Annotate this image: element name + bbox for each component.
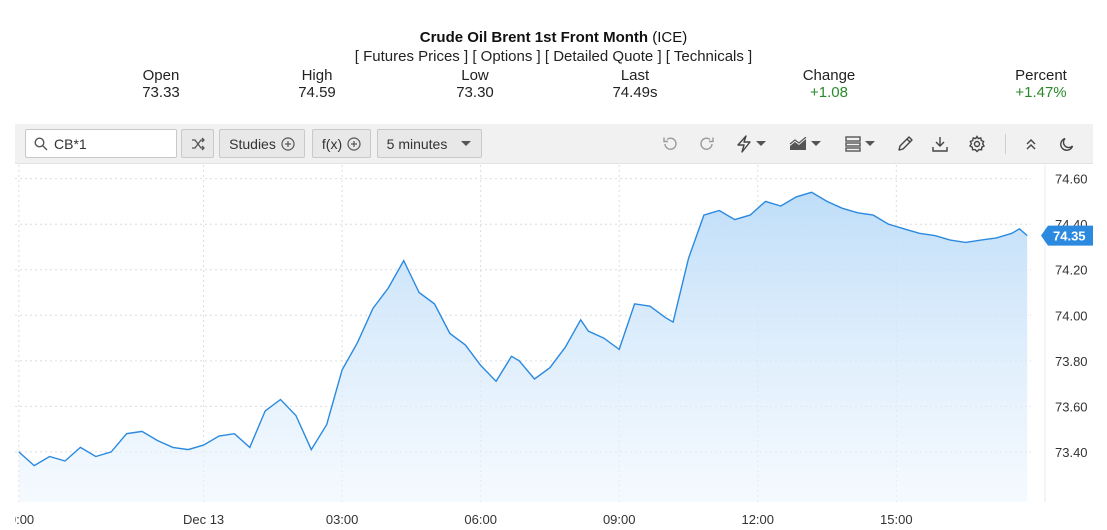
compare-button[interactable] [181,129,214,158]
open-value: 73.33 [142,84,180,101]
y-tick-label: 73.60 [1055,399,1088,414]
change-stat: Change +1.08 [794,67,864,101]
last-price-text: 74.35 [1053,229,1086,244]
last-stat: Last 74.49s [604,67,666,101]
draw-button[interactable] [894,133,916,155]
pencil-icon [898,136,913,151]
page-title: Crude Oil Brent 1st Front Month (ICE) [0,29,1107,46]
collapse-button[interactable] [1020,133,1042,155]
chevrons-up-icon [1026,139,1036,150]
y-tick-label: 74.00 [1055,308,1088,323]
x-tick-label: 09:00 [603,512,636,527]
technicals-link[interactable]: [ Technicals ] [665,48,753,65]
download-icon [932,137,948,152]
symbol-value: CB*1 [54,136,87,152]
open-label: Open [142,67,180,84]
download-button[interactable] [929,133,951,155]
chevron-down-icon [756,141,766,146]
chevron-down-icon [461,140,472,146]
options-link[interactable]: [ Options ] [472,48,541,65]
exchange-suffix: (ICE) [648,29,688,46]
percent-stat: Percent +1.47% [1005,67,1077,101]
detailed-quote-link[interactable]: [ Detailed Quote ] [544,48,662,65]
change-value: +1.08 [810,84,848,101]
events-menu-button[interactable] [733,133,769,155]
x-tick-label: 06:00 [464,512,497,527]
instrument-name: Crude Oil Brent 1st Front Month [419,29,649,46]
last-value: 74.49s [612,84,658,101]
moon-icon [1060,137,1074,151]
last-price-label: 74.35 [1041,225,1093,246]
last-label: Last [620,67,650,84]
plus-circle-icon [347,136,361,151]
interval-select[interactable]: 5 minutes [377,129,482,158]
percent-label: Percent [1015,67,1067,84]
x-tick-label: 0:00 [15,512,34,527]
lightning-icon [737,135,751,153]
percent-value: +1.47% [1015,84,1067,101]
search-icon [34,137,48,151]
x-tick-label: 15:00 [880,512,913,527]
high-value: 74.59 [298,84,336,101]
y-tick-label: 74.20 [1055,263,1088,278]
redo-button[interactable] [696,133,718,155]
x-axis: 0:00 Dec 13 03:00 06:00 09:00 12:00 15:00 [9,512,913,527]
y-tick-label: 74.60 [1055,172,1088,187]
layout-icon [845,136,861,152]
redo-icon [700,137,714,150]
x-tick-label: 12:00 [741,512,774,527]
x-tick-label: Dec 13 [183,512,224,527]
low-value: 73.30 [456,84,494,101]
high-label: High [301,67,333,84]
settings-button[interactable] [966,133,988,155]
chart-type-menu-button[interactable] [787,133,823,155]
studies-label: Studies [229,135,276,152]
interval-value: 5 minutes [386,135,448,152]
chart-type-icon [789,137,807,150]
dark-mode-button[interactable] [1056,133,1078,155]
low-stat: Low 73.30 [444,67,506,101]
chart-toolbar: CB*1 Studies f(x) 5 minutes [15,124,1093,164]
layout-menu-button[interactable] [842,133,878,155]
open-stat: Open 73.33 [130,67,192,101]
gear-icon [968,135,986,153]
undo-icon [663,137,677,150]
compare-icon [191,137,205,150]
low-label: Low [461,67,489,84]
functions-button[interactable]: f(x) [312,129,371,158]
studies-button[interactable]: Studies [219,129,305,158]
chevron-down-icon [865,141,875,146]
y-tick-label: 73.80 [1055,354,1088,369]
high-stat: High 74.59 [286,67,348,101]
chevron-down-icon [811,141,821,146]
x-tick-label: 03:00 [326,512,359,527]
price-line [18,191,1028,467]
price-area [18,192,1028,503]
functions-label: f(x) [321,135,343,152]
change-label: Change [802,67,856,84]
symbol-search-input[interactable]: CB*1 [25,129,177,158]
undo-button[interactable] [659,133,681,155]
y-tick-label: 73.40 [1055,445,1088,460]
quote-links: [ Futures Prices ] [ Options ] [ Detaile… [0,48,1107,65]
plus-circle-icon [281,136,295,151]
futures-prices-link[interactable]: [ Futures Prices ] [354,48,469,65]
toolbar-divider [1005,134,1006,154]
